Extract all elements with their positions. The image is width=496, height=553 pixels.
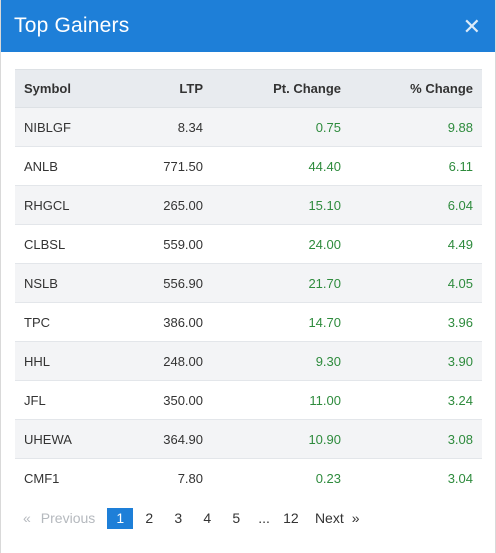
table-row[interactable]: RHGCL 265.00 15.10 6.04 [15,185,482,225]
column-header-ltp[interactable]: LTP [125,69,203,108]
symbol-cell: TPC [15,302,125,342]
column-header-symbol[interactable]: Symbol [15,69,125,108]
ltp-cell: 386.00 [125,302,203,342]
modal-body: Symbol LTP Pt. Change % Change NIBLGF 8.3… [1,52,495,529]
pct-change-cell: 4.05 [341,263,482,303]
next-label: Next [314,510,344,526]
page-link-4[interactable]: 4 [203,509,212,526]
pt-change-cell: 11.00 [203,380,341,420]
page-link-3[interactable]: 3 [174,509,183,526]
table-row[interactable]: NSLB 556.90 21.70 4.05 [15,263,482,303]
ltp-cell: 248.00 [125,341,203,381]
pct-change-cell: 6.04 [341,185,482,225]
previous-label: Previous [40,510,96,526]
ltp-cell: 350.00 [125,380,203,420]
previous-page-link[interactable]: « Previous [23,510,95,526]
pct-change-cell: 3.96 [341,302,482,342]
table-row[interactable]: UHEWA 364.90 10.90 3.08 [15,419,482,459]
page-link-1[interactable]: 1 [107,507,134,529]
column-header-pt-change[interactable]: Pt. Change [203,69,341,108]
previous-arrow-icon: « [23,510,31,526]
pt-change-cell: 24.00 [203,224,341,264]
top-gainers-table: Symbol LTP Pt. Change % Change NIBLGF 8.3… [15,69,482,498]
pct-change-cell: 3.04 [447,470,473,486]
pct-change-cell: 3.24 [341,380,482,420]
symbol-cell: NIBLGF [15,107,125,147]
next-arrow-icon: » [351,510,360,526]
pct-change-cell: 3.08 [341,419,482,459]
table-row[interactable]: HHL 248.00 9.30 3.90 [15,341,482,381]
pagination: « Previous 1 2 3 4 5 ... 12 Next » [15,507,480,529]
pt-change-cell: 0.75 [203,107,341,147]
page-link-2[interactable]: 2 [145,509,154,526]
pct-change-cell: 6.11 [341,146,482,186]
pt-change-cell: 15.10 [203,185,341,225]
symbol-cell: UHEWA [15,419,125,459]
pt-change-cell: 44.40 [203,146,341,186]
next-page-link[interactable]: Next » [315,510,360,526]
symbol-cell: RHGCL [15,185,125,225]
pt-change-cell: 14.70 [203,302,341,342]
pct-change-cell: 4.49 [341,224,482,264]
table-row[interactable]: NIBLGF 8.34 0.75 9.88 [15,107,482,147]
table-row[interactable]: JFL 350.00 11.00 3.24 [15,380,482,420]
page-link-12[interactable]: 12 [283,509,299,526]
pt-change-cell: 9.30 [203,341,341,381]
pct-change-cell: 3.90 [341,341,482,381]
pt-change-cell: 0.23 [315,470,341,486]
symbol-cell: JFL [15,380,125,420]
symbol-cell: HHL [15,341,125,381]
modal-title: Top Gainers [14,14,130,37]
ltp-cell: 556.90 [125,263,203,303]
ltp-cell: 771.50 [125,146,203,186]
table-row[interactable]: TPC 386.00 14.70 3.96 [15,302,482,342]
table-row[interactable]: CLBSL 559.00 24.00 4.49 [15,224,482,264]
modal-header: Top Gainers ✕ [1,0,495,52]
close-icon[interactable]: ✕ [462,14,481,39]
symbol-cell: NSLB [15,263,125,303]
symbol-cell: CMF1 [24,470,60,486]
symbol-cell: ANLB [15,146,125,186]
table-row[interactable]: ANLB 771.50 44.40 6.11 [15,146,482,186]
ltp-cell: 7.80 [177,470,203,486]
ltp-cell: 364.90 [125,419,203,459]
pt-change-cell: 21.70 [203,263,341,303]
ltp-cell: 265.00 [125,185,203,225]
page-link-5[interactable]: 5 [232,509,241,526]
table-header-row: Symbol LTP Pt. Change % Change [15,69,482,108]
pt-change-cell: 10.90 [203,419,341,459]
pct-change-cell: 9.88 [341,107,482,147]
pagination-ellipsis: ... [258,510,270,526]
ltp-cell: 559.00 [125,224,203,264]
symbol-cell: CLBSL [15,224,125,264]
ltp-cell: 8.34 [125,107,203,147]
column-header-pct-change[interactable]: % Change [341,69,482,108]
table-row[interactable]: CMF1 7.80 0.23 3.04 [15,459,482,498]
